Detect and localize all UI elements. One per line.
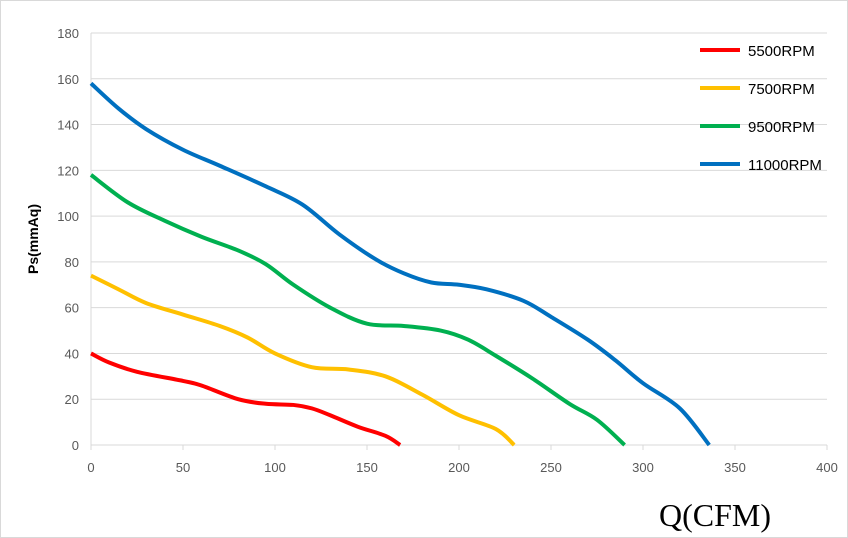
x-axis-label: Q(CFM) [659,497,771,533]
y-tick-label: 160 [57,72,79,87]
tick-labels: 0 20 40 60 80 100 120 140 160 180 0 50 100 150 200 250 3… [57,26,838,475]
axes [90,33,828,450]
x-tick-label: 200 [448,460,470,475]
series-lines [89,81,711,447]
legend-label: 9500RPM [748,119,815,136]
y-tick-label: 140 [57,118,79,133]
series-line-11000rpm [89,81,711,447]
y-axis-label: Ps(mmAq) [25,204,41,274]
y-tick-label: 180 [57,26,79,41]
legend-label: 5500RPM [748,43,815,60]
series-line-9500rpm [89,173,626,447]
y-tick-label: 0 [72,438,79,453]
x-tick-label: 100 [264,460,286,475]
y-tick-label: 100 [57,209,79,224]
x-tick-label: 0 [87,460,94,475]
x-tick-label: 50 [176,460,190,475]
y-tick-label: 20 [65,392,79,407]
x-tick-label: 400 [816,460,838,475]
x-tick-label: 350 [724,460,746,475]
series-line-5500rpm [90,351,402,447]
y-tick-label: 80 [65,255,79,270]
series-line-7500rpm [90,273,516,447]
x-tick-label: 300 [632,460,654,475]
y-tick-label: 40 [65,346,79,361]
legend-label: 11000RPM [748,157,822,174]
x-tick-label: 150 [356,460,378,475]
legend-label: 7500RPM [748,81,815,98]
legend: 5500RPM 7500RPM 9500RPM 11000RPM [700,43,822,174]
y-tick-label: 60 [65,301,79,316]
x-tick-label: 250 [540,460,562,475]
y-tick-label: 120 [57,163,79,178]
